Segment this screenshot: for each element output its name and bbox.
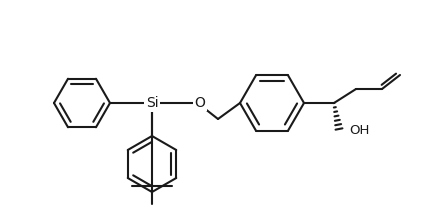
Text: O: O: [194, 96, 205, 110]
Text: Si: Si: [146, 96, 158, 110]
Text: OH: OH: [349, 124, 369, 137]
